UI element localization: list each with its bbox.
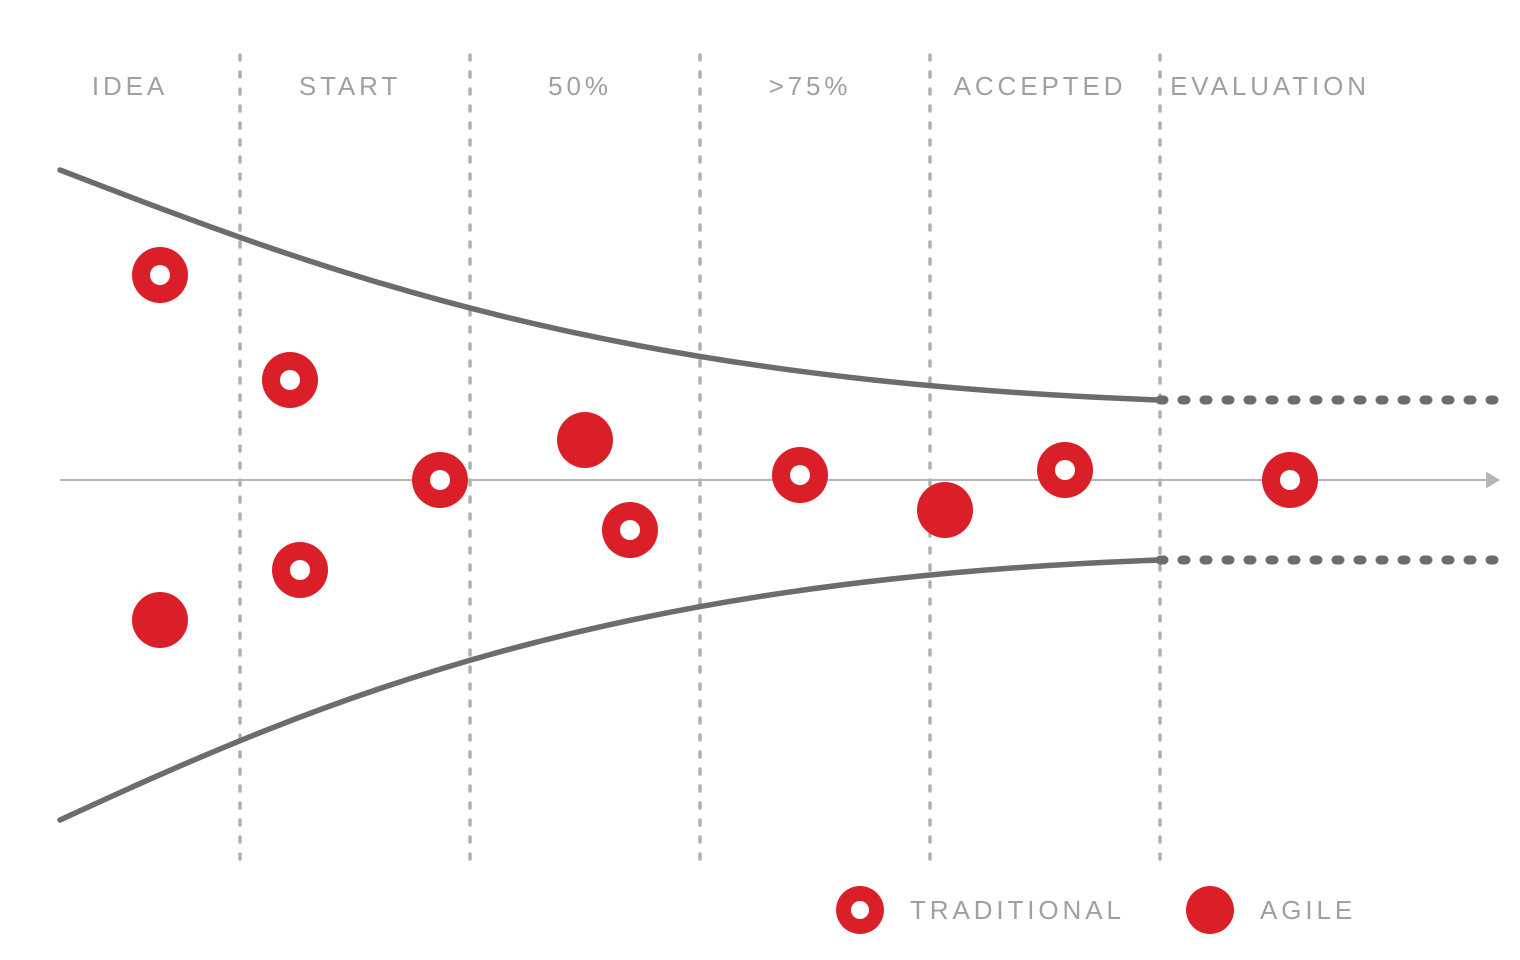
legend-label: AGILE (1260, 895, 1356, 925)
point-inner (280, 370, 300, 390)
point-inner (1280, 470, 1300, 490)
stage-labels: IDEA START 50% >75% ACCEPTED EVALUATION (92, 71, 1370, 101)
axis-arrowhead-icon (1486, 472, 1500, 489)
point-inner (150, 265, 170, 285)
funnel-curve-bottom (60, 560, 1160, 820)
stage-label: EVALUATION (1170, 71, 1370, 101)
point-traditional (262, 352, 318, 408)
stage-label: 50% (548, 71, 612, 101)
point-agile (917, 482, 973, 538)
point-traditional (602, 502, 658, 558)
funnel-scatter-diagram: IDEA START 50% >75% ACCEPTED EVALUATION TRADIT… (0, 0, 1520, 960)
funnel-curve-top (60, 170, 1160, 400)
point-inner (851, 901, 869, 919)
point-outer (917, 482, 973, 538)
point-traditional (772, 447, 828, 503)
point-inner (290, 560, 310, 580)
stage-dividers (240, 55, 1160, 870)
stage-label: ACCEPTED (954, 71, 1127, 101)
stage-label: >75% (769, 71, 852, 101)
legend: TRADITIONAL AGILE (836, 886, 1356, 934)
stage-label: START (299, 71, 401, 101)
point-traditional (1262, 452, 1318, 508)
point-traditional (1037, 442, 1093, 498)
point-inner (790, 465, 810, 485)
point-inner (1055, 460, 1075, 480)
stage-label: IDEA (92, 71, 168, 101)
point-agile (557, 412, 613, 468)
data-points (132, 247, 1318, 648)
point-traditional (412, 452, 468, 508)
point-traditional (272, 542, 328, 598)
point-traditional (132, 247, 188, 303)
point-outer (132, 592, 188, 648)
point-traditional (836, 886, 884, 934)
point-inner (620, 520, 640, 540)
point-outer (557, 412, 613, 468)
point-agile (1186, 886, 1234, 934)
point-outer (1186, 886, 1234, 934)
point-inner (430, 470, 450, 490)
point-agile (132, 592, 188, 648)
legend-label: TRADITIONAL (910, 895, 1125, 925)
